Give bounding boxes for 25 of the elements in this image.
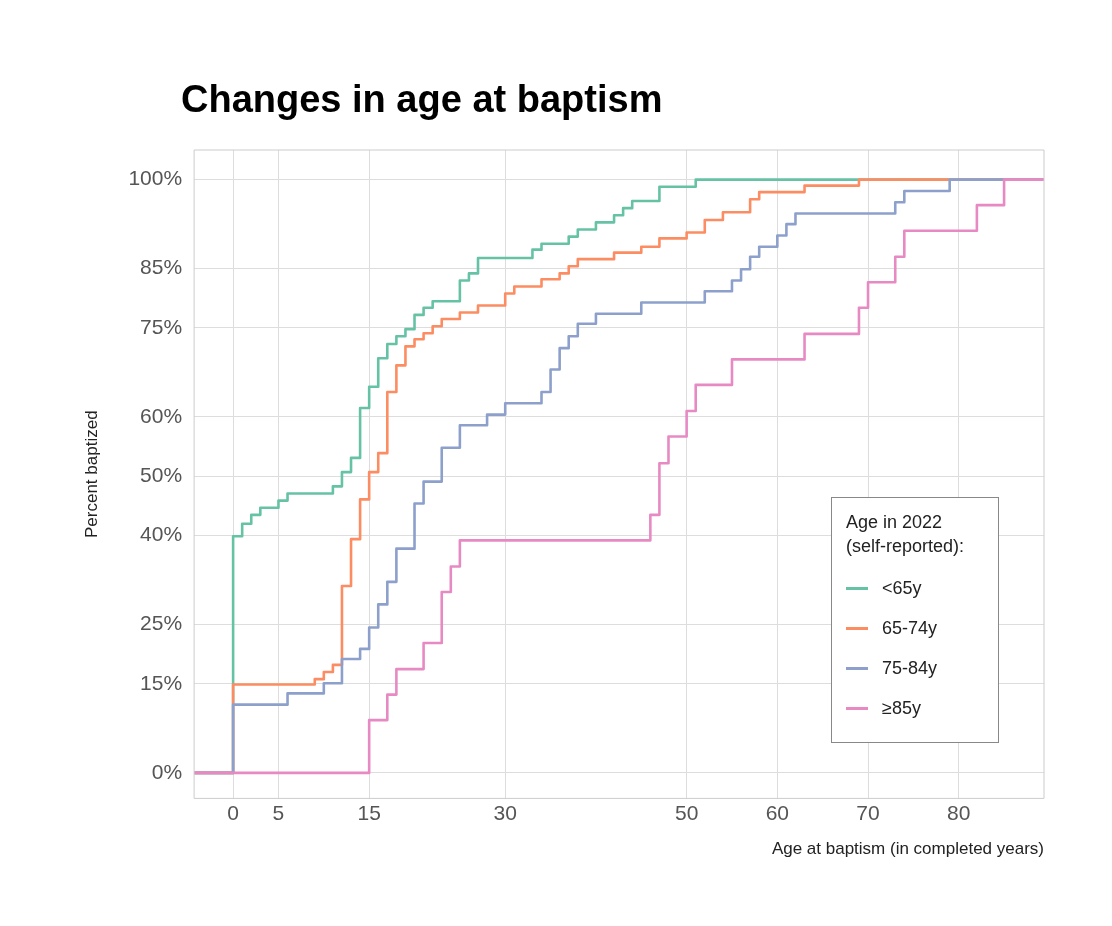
x-tick-label: 15 <box>357 800 381 824</box>
legend-label: 65-74y <box>882 617 938 639</box>
legend-label: 75-84y <box>882 657 938 679</box>
legend-title: Age in 2022 (self-reported): <box>846 511 966 559</box>
legend-label: <65y <box>882 577 922 599</box>
y-tick-label: 15% <box>140 670 183 694</box>
y-axis-title: Percent baptized <box>81 410 101 538</box>
x-axis-title: Age at baptism (in completed years) <box>771 839 1044 859</box>
x-tick-label: 30 <box>493 800 517 824</box>
legend-label: ≥85y <box>882 697 921 719</box>
y-tick-label: 75% <box>140 314 183 338</box>
chart-title: Changes in age at baptism <box>181 78 663 121</box>
y-tick-label: 85% <box>140 255 183 279</box>
y-tick-label: 60% <box>140 403 183 427</box>
y-tick-label: 50% <box>140 463 183 487</box>
y-tick-label: 25% <box>140 611 183 635</box>
x-tick-label: 0 <box>227 800 239 824</box>
x-tick-label: 5 <box>272 800 285 824</box>
y-tick-label: 100% <box>128 166 183 190</box>
y-tick-label: 0% <box>151 759 183 783</box>
x-tick-label: 60 <box>765 800 790 824</box>
x-tick-label: 70 <box>856 800 880 824</box>
x-tick-label: 80 <box>947 800 971 824</box>
y-tick-label: 40% <box>140 522 183 546</box>
x-tick-label: 50 <box>674 800 699 824</box>
